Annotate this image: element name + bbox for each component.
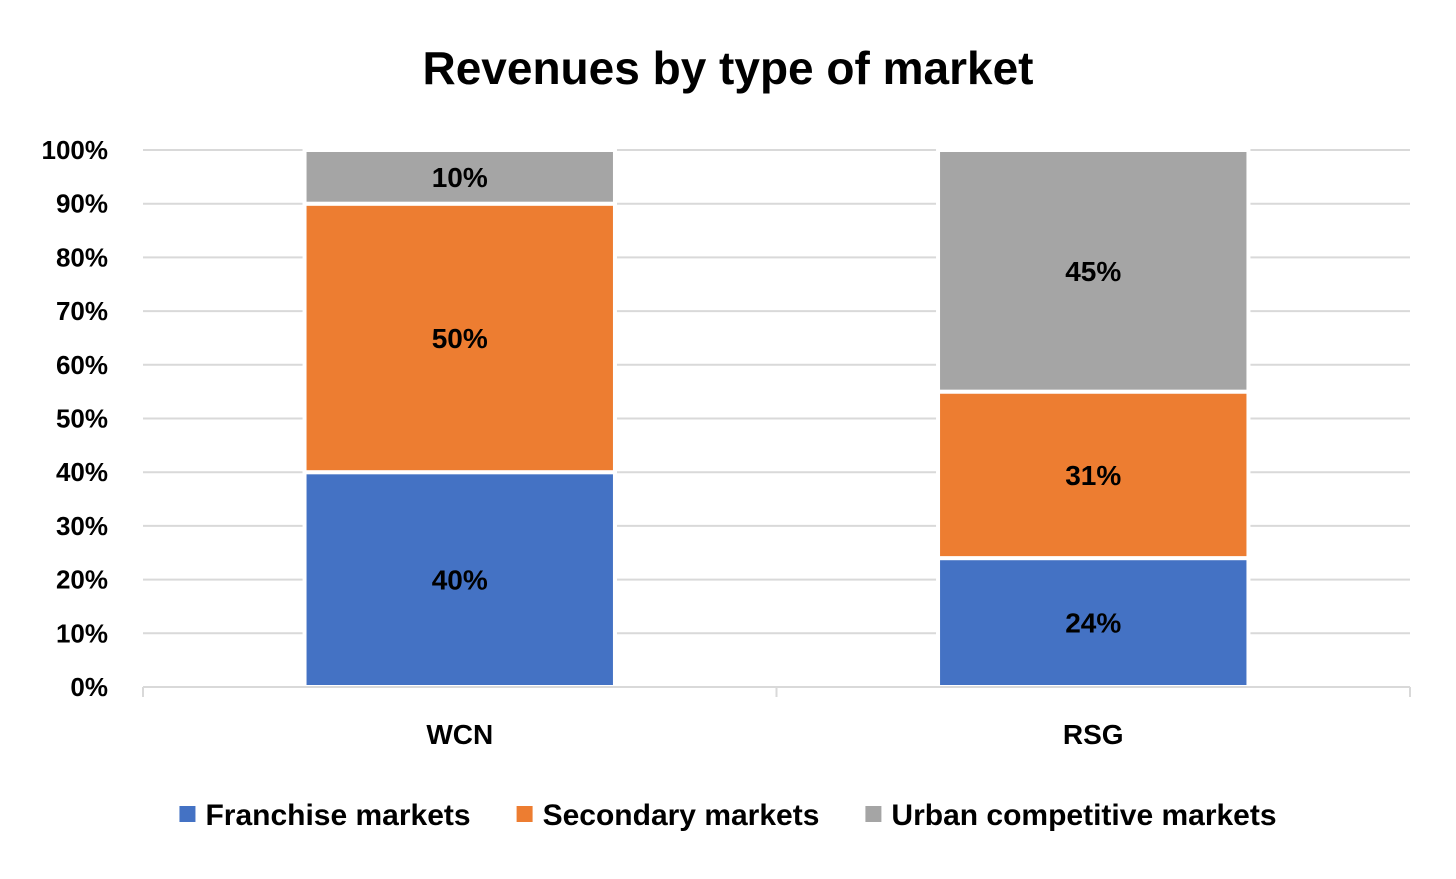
legend-item: Secondary markets <box>516 799 820 832</box>
bar-segment <box>936 556 1251 689</box>
data-label: 10% <box>432 162 488 193</box>
legend-swatch <box>516 806 533 822</box>
bar-segment <box>936 148 1251 394</box>
y-tick-label: 10% <box>56 618 108 648</box>
legend-label: Urban competitive markets <box>891 799 1276 832</box>
bar-segment <box>302 201 617 475</box>
x-tick-label: WCN <box>426 719 493 750</box>
y-tick-label: 100% <box>42 135 109 165</box>
y-tick-label: 20% <box>56 565 108 595</box>
y-tick-label: 40% <box>56 457 108 487</box>
bar-segment <box>936 389 1251 561</box>
x-tick-label: RSG <box>1063 719 1124 750</box>
chart-title: Revenues by type of market <box>422 42 1033 94</box>
data-label: 24% <box>1065 608 1121 639</box>
data-label: 50% <box>432 323 488 354</box>
x-axis: WCN RSG <box>142 686 1411 750</box>
y-axis: 0% 10% 20% 30% 40% 50% 60% 70% 80% 90% 100% <box>42 135 109 702</box>
y-tick-label: 60% <box>56 350 108 380</box>
data-label: 45% <box>1065 256 1121 287</box>
bars <box>302 148 1251 690</box>
legend-swatch <box>179 806 196 822</box>
data-labels: 40% 50% 10% 24% 31% 45% <box>432 162 1122 639</box>
y-tick-label: 90% <box>56 189 108 219</box>
y-tick-label: 0% <box>70 672 108 702</box>
data-label: 40% <box>432 565 488 596</box>
legend-label: Secondary markets <box>543 799 820 832</box>
bar-segment <box>302 148 617 206</box>
legend-item: Urban competitive markets <box>865 799 1277 832</box>
legend-item: Franchise markets <box>179 799 471 832</box>
legend: Franchise markets Secondary markets Urban … <box>179 799 1277 832</box>
y-tick-label: 30% <box>56 511 108 541</box>
data-label: 31% <box>1065 460 1121 491</box>
legend-swatch <box>865 806 882 822</box>
y-tick-label: 80% <box>56 242 108 272</box>
y-tick-label: 70% <box>56 296 108 326</box>
legend-label: Franchise markets <box>205 799 470 832</box>
y-tick-label: 50% <box>56 404 108 434</box>
